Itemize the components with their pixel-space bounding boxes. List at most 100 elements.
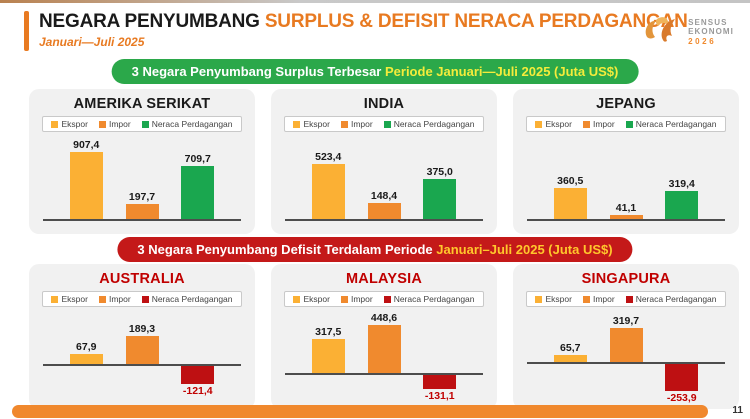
legend-swatch [340,295,348,303]
footer-orange-strip [12,405,708,418]
legend-item: Impor [98,119,131,129]
legend-label: Neraca Perdagangan [635,294,717,304]
legend-swatch [98,120,106,128]
logo-text: SENSUS EKONOMI 2026 [688,18,734,46]
logo-year: 2026 [688,36,717,46]
legend-label: Ekspor [545,119,572,129]
legend-label: Neraca Perdagangan [151,294,233,304]
bar-value-label: 319,4 [668,178,695,191]
bar [609,328,643,363]
chart-title: SINGAPURA [581,271,671,287]
slide-top-border [0,0,750,3]
bar-value-label: 360,5 [557,174,584,187]
bar [311,163,345,219]
bar [69,354,103,365]
chart-plot: 523,4 148,4 375,0 [271,132,497,234]
bar-group: 523,4 [311,132,345,234]
legend-swatch [98,295,106,303]
bar [553,355,587,363]
legend-swatch [383,120,391,128]
chart-legend: Ekspor Impor Neraca Perdagangan [284,291,484,307]
legend-item: Ekspor [51,119,88,129]
chart-plot: 317,5 448,6 -131,1 [271,307,497,409]
chart-baseline [285,372,483,375]
legend-label: Impor [350,119,373,129]
bar-group: -131,1 [423,307,457,409]
legend-label: Impor [592,294,615,304]
chart-card: AUSTRALIA Ekspor Impor Neraca Perdagangan … [29,264,255,409]
chart-title: AUSTRALIA [99,271,185,287]
deficit-banner-text: 3 Negara Penyumbang Defisit Terdalam Per… [137,242,437,257]
page-title: NEGARA PENYUMBANG SURPLUS & DEFISIT NERA… [39,11,688,33]
legend-swatch [535,120,543,128]
bar-value-label: 709,7 [184,153,211,166]
bar [69,151,103,219]
logo-line1: SENSUS [688,17,728,27]
bar [311,339,345,373]
bar-value-label: 523,4 [315,150,342,163]
bar-group: 189,3 [125,307,159,409]
legend-swatch [141,120,149,128]
deficit-chart-row: AUSTRALIA Ekspor Impor Neraca Perdagangan … [29,264,739,409]
legend-label: Impor [592,119,615,129]
legend-item: Ekspor [535,119,572,129]
legend-item: Impor [582,119,615,129]
legend-swatch [51,295,59,303]
legend-label: Ekspor [61,119,88,129]
legend-item: Neraca Perdagangan [141,119,233,129]
chart-legend: Ekspor Impor Neraca Perdagangan [42,291,242,307]
legend-item: Neraca Perdagangan [383,119,475,129]
bar-value-label: -253,9 [666,392,697,405]
bar-group: 65,7 [553,307,587,409]
chart-baseline [527,219,725,221]
page-title-orange: SURPLUS & DEFISIT NERACA PERDAGANGAN [259,11,688,32]
bar-group: 148,4 [367,132,401,234]
legend-swatch [535,295,543,303]
bar [553,187,587,219]
bar-value-label: 317,5 [315,326,342,339]
chart-title: INDIA [363,96,405,112]
chart-baseline [43,219,241,221]
legend-item: Neraca Perdagangan [383,294,475,304]
surplus-banner-text: 3 Negara Penyumbang Surplus Terbesar [131,64,385,79]
bar-group: 319,4 [665,132,699,234]
chart-title: JEPANG [596,96,656,112]
chart-baseline [527,362,725,365]
bar [125,204,159,219]
bar [367,325,401,373]
bar-group: 197,7 [125,132,159,234]
legend-label: Neraca Perdagangan [393,119,475,129]
accent-bar [24,11,29,51]
deficit-banner: 3 Negara Penyumbang Defisit Terdalam Per… [117,237,633,262]
bar-group: -121,4 [181,307,215,409]
legend-swatch [625,120,633,128]
bar-group: 319,7 [609,307,643,409]
bar-value-label: 41,1 [615,202,637,215]
chart-card: JEPANG Ekspor Impor Neraca Perdagangan 360… [513,89,739,234]
legend-swatch [383,295,391,303]
bar-group: 375,0 [423,132,457,234]
legend-label: Impor [350,294,373,304]
bar-value-label: 448,6 [370,312,398,325]
chart-baseline [285,219,483,221]
bar-value-label: 907,4 [73,138,100,151]
legend-label: Ekspor [61,294,88,304]
bar-value-label: 67,9 [76,341,97,354]
legend-swatch [625,295,633,303]
header: NEGARA PENYUMBANG SURPLUS & DEFISIT NERA… [24,11,688,51]
legend-swatch [582,120,590,128]
legend-label: Impor [108,294,131,304]
bar-value-label: -121,4 [182,385,213,398]
deficit-banner-highlight: Januari–Juli 2025 (Juta US$) [436,242,613,257]
chart-card: SINGAPURA Ekspor Impor Neraca Perdagangan … [513,264,739,409]
bar-value-label: 319,7 [612,315,640,328]
legend-swatch [340,120,348,128]
bar-value-label: 148,4 [370,190,398,203]
surplus-chart-row: AMERIKA SERIKAT Ekspor Impor Neraca Perdag… [29,89,739,234]
legend-item: Neraca Perdagangan [625,119,717,129]
chart-card: AMERIKA SERIKAT Ekspor Impor Neraca Perdag… [29,89,255,234]
legend-swatch [293,120,301,128]
legend-item: Ekspor [51,294,88,304]
bar [609,215,643,219]
legend-item: Impor [98,294,131,304]
